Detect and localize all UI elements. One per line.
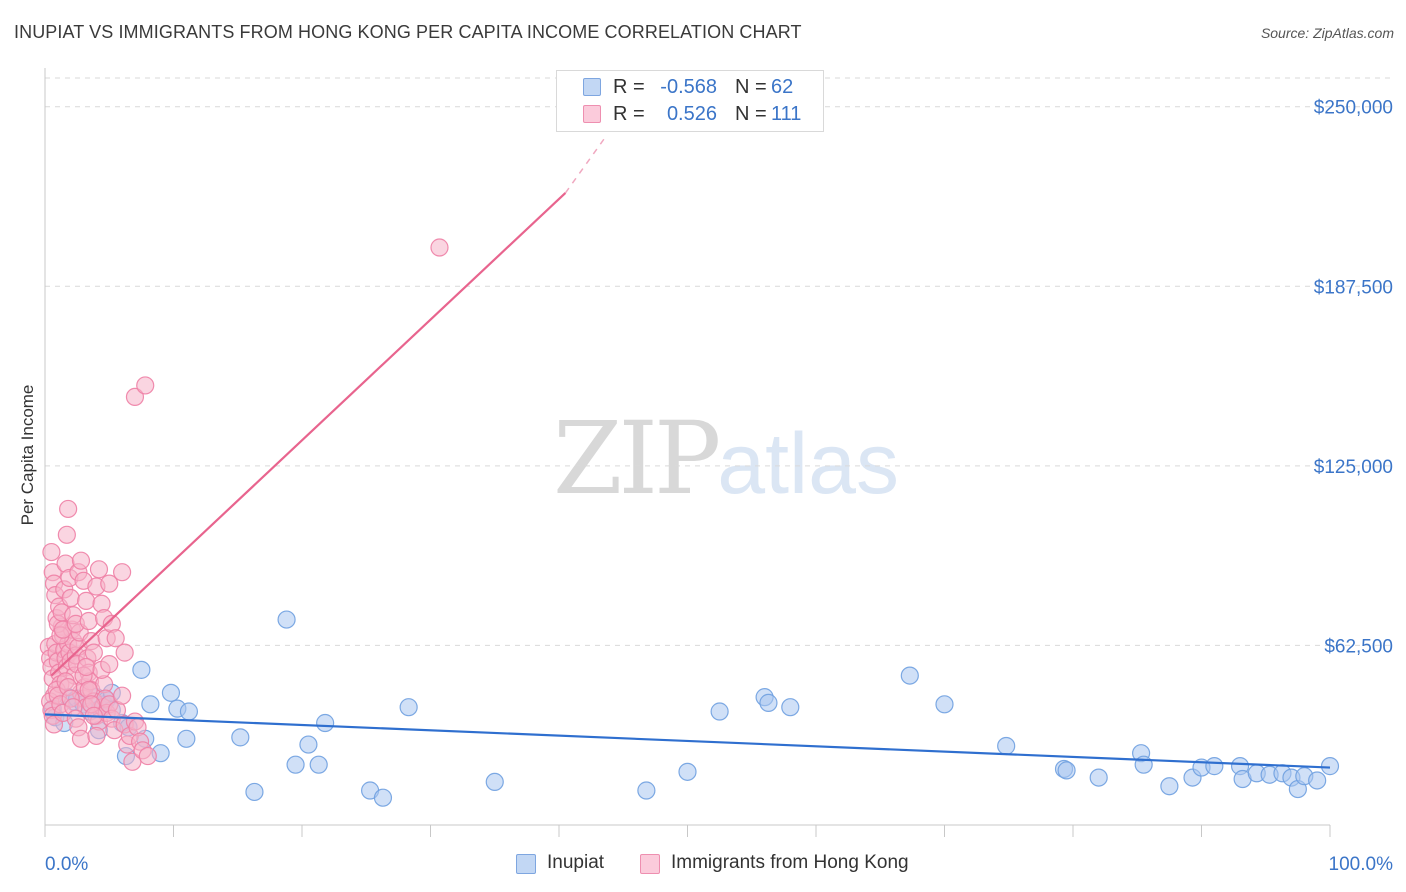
inupiat-point bbox=[900, 666, 919, 685]
legend-n-label: N = bbox=[735, 76, 767, 98]
hong-kong-point bbox=[57, 525, 76, 544]
inupiat-point bbox=[1308, 771, 1327, 790]
inupiat-point bbox=[373, 788, 393, 807]
hong-kong-point bbox=[89, 560, 109, 579]
inupiat-point bbox=[309, 755, 328, 774]
legend-label-inupiat: Inupiat bbox=[547, 852, 605, 873]
watermark: ZIPatlas bbox=[553, 400, 899, 517]
legend-label-hong-kong: Immigrants from Hong Kong bbox=[671, 852, 909, 873]
inupiat-point bbox=[132, 660, 151, 679]
hong-kong-point bbox=[77, 657, 96, 677]
y-axis-label: Per Capita Income bbox=[18, 384, 37, 526]
hong-kong-point bbox=[430, 238, 449, 257]
inupiat-trend-line bbox=[44, 713, 1331, 769]
inupiat-point bbox=[781, 698, 800, 717]
inupiat-point bbox=[678, 762, 697, 781]
inupiat-point bbox=[935, 695, 954, 714]
inupiat-point bbox=[759, 693, 778, 712]
correlation-legend: R = -0.568 N = 62 R = 0.526 N = 111 bbox=[556, 70, 824, 132]
series-legend: Inupiat Immigrants from Hong Kong bbox=[0, 852, 1406, 878]
legend-swatch-hong-kong bbox=[583, 105, 601, 123]
inupiat-point bbox=[277, 610, 296, 629]
inupiat-point bbox=[637, 781, 656, 800]
legend-r-value: 0.526 bbox=[666, 103, 717, 125]
y-tick-label: $62,500 bbox=[1324, 636, 1393, 657]
hong-kong-point bbox=[59, 499, 78, 519]
hong-kong-point bbox=[42, 542, 61, 562]
hong-kong-point bbox=[106, 629, 125, 648]
inupiat-point bbox=[316, 713, 335, 733]
hong-kong-point bbox=[77, 591, 96, 611]
legend-r-label: R = bbox=[613, 103, 645, 125]
inupiat-point bbox=[177, 729, 196, 748]
chart-title: INUPIAT VS IMMIGRANTS FROM HONG KONG PER… bbox=[14, 22, 802, 42]
legend-swatch-inupiat bbox=[516, 854, 536, 874]
inupiat-point bbox=[1205, 757, 1224, 776]
legend-n-value: 62 bbox=[771, 76, 794, 98]
inupiat-point bbox=[997, 736, 1016, 756]
source-note: Source: ZipAtlas.com bbox=[1260, 25, 1394, 41]
hong-kong-point bbox=[61, 588, 80, 608]
inupiat-point bbox=[161, 683, 181, 702]
hong-kong-point bbox=[136, 376, 155, 395]
hong-kong-point bbox=[100, 655, 119, 674]
inupiat-point bbox=[286, 755, 305, 774]
inupiat-point bbox=[1057, 761, 1076, 780]
inupiat-point bbox=[179, 702, 199, 721]
legend-n-label: N = bbox=[735, 103, 767, 125]
hong-kong-point bbox=[87, 726, 106, 746]
hong-kong-point bbox=[112, 563, 132, 582]
legend-row-inupiat: R = -0.568 N = 62 bbox=[557, 74, 823, 102]
y-tick-label: $250,000 bbox=[1314, 98, 1393, 119]
hong-kong-point bbox=[125, 387, 145, 407]
inupiat-point bbox=[299, 735, 318, 754]
hong-kong-point bbox=[71, 729, 91, 748]
hong-kong-point bbox=[138, 746, 157, 766]
hong-kong-trend-line bbox=[50, 192, 567, 677]
inupiat-point bbox=[1160, 777, 1179, 796]
watermark-zip: ZIP bbox=[553, 400, 721, 517]
hong-kong-trend-extension bbox=[564, 135, 608, 194]
inupiat-point bbox=[1089, 768, 1108, 787]
inupiat-point bbox=[231, 728, 250, 747]
legend-row-hong-kong: R = 0.526 N = 111 bbox=[557, 101, 823, 129]
legend-n-value: 111 bbox=[771, 103, 802, 125]
hong-kong-point bbox=[71, 551, 91, 570]
inupiat-point bbox=[1320, 757, 1340, 776]
legend-r-label: R = bbox=[613, 76, 645, 98]
hong-kong-point bbox=[112, 686, 132, 705]
inupiat-point bbox=[245, 782, 264, 802]
watermark-atlas: atlas bbox=[717, 416, 899, 512]
hong-kong-point bbox=[115, 643, 134, 662]
hong-kong-point bbox=[84, 643, 103, 662]
inupiat-point bbox=[399, 698, 418, 717]
hong-kong-point bbox=[79, 611, 98, 631]
legend-swatch-hong-kong bbox=[640, 854, 660, 874]
x-tick-label: 100.0% bbox=[1329, 854, 1394, 875]
y-tick-label: $125,000 bbox=[1314, 457, 1393, 478]
inupiat-point bbox=[141, 695, 160, 714]
legend-r-value: -0.568 bbox=[660, 76, 717, 98]
inupiat-point bbox=[485, 772, 504, 792]
hong-kong-point bbox=[100, 574, 119, 593]
inupiat-point bbox=[710, 702, 729, 721]
legend-swatch-inupiat bbox=[583, 78, 601, 96]
y-tick-label: $187,500 bbox=[1314, 277, 1393, 298]
x-tick-label: 0.0% bbox=[45, 854, 88, 875]
